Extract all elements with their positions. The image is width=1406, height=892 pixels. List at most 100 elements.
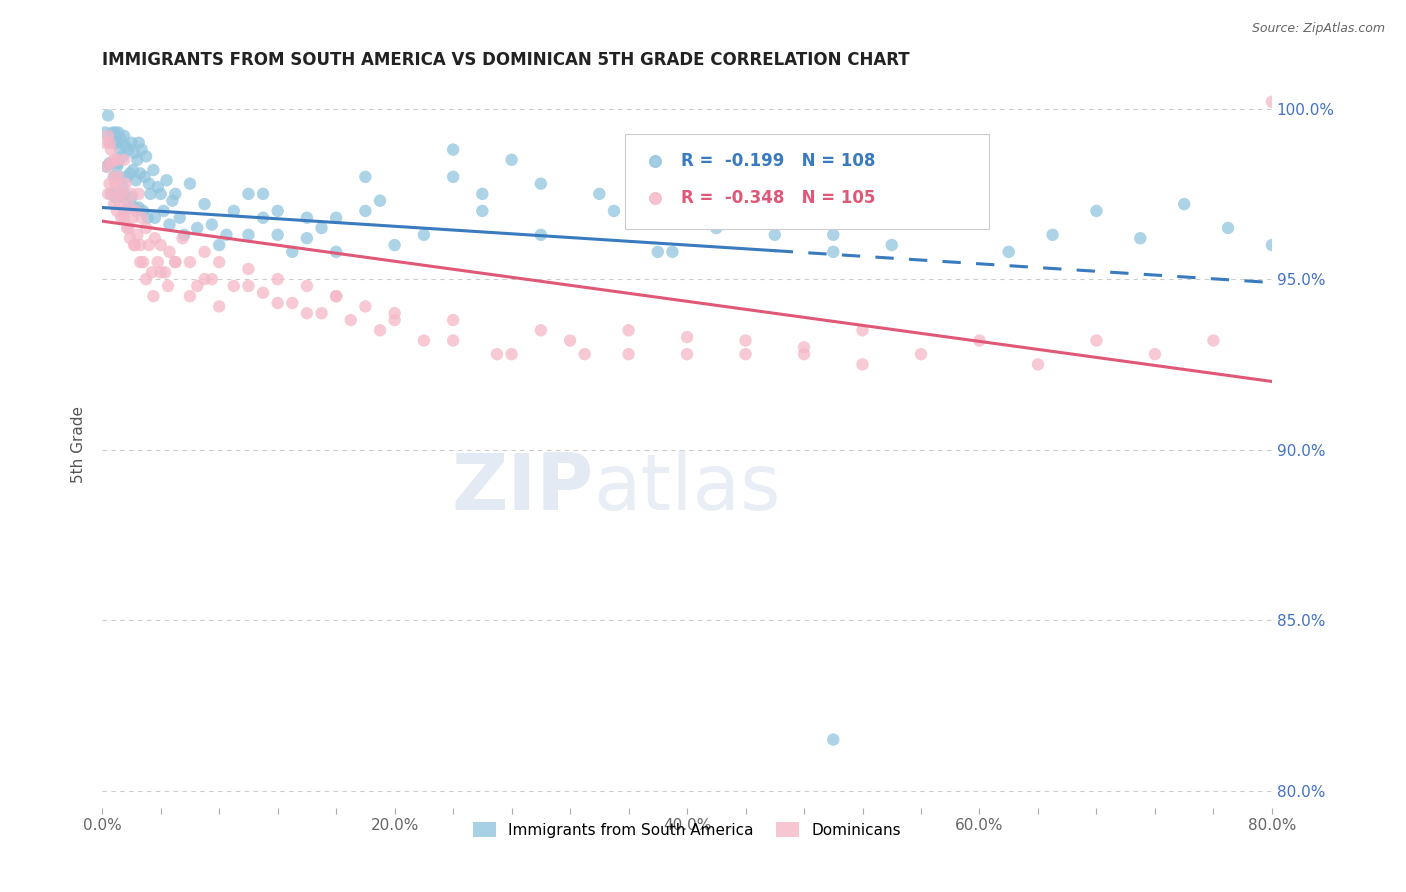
Point <box>139 186 162 201</box>
Point <box>127 153 149 167</box>
Point <box>141 265 163 279</box>
Point <box>763 186 786 201</box>
Point <box>823 244 845 259</box>
Point <box>1085 203 1108 218</box>
Legend: Immigrants from South America, Dominicans: Immigrants from South America, Dominican… <box>467 815 907 844</box>
Point <box>1026 358 1049 372</box>
Point <box>501 347 523 361</box>
Point <box>110 132 132 146</box>
Point <box>252 285 274 300</box>
Point <box>101 156 124 170</box>
Point <box>103 136 125 150</box>
Point <box>112 203 135 218</box>
Point <box>252 211 274 225</box>
Point <box>120 136 142 150</box>
Point <box>969 334 991 348</box>
Point <box>311 306 333 320</box>
Point <box>325 289 347 303</box>
Point <box>98 177 121 191</box>
Point <box>574 347 596 361</box>
Point <box>128 201 150 215</box>
Point <box>129 238 152 252</box>
Point <box>120 190 142 204</box>
Point <box>111 186 134 201</box>
Point <box>149 238 172 252</box>
Point <box>997 244 1019 259</box>
Point <box>97 128 120 143</box>
Point <box>97 108 120 122</box>
Point <box>118 231 141 245</box>
Point <box>143 211 166 225</box>
Point <box>149 186 172 201</box>
Point <box>823 227 845 242</box>
Point <box>132 255 155 269</box>
Point <box>412 227 434 242</box>
Point <box>266 272 288 286</box>
Point <box>384 238 406 252</box>
Point <box>823 732 845 747</box>
Point <box>104 126 127 140</box>
Point <box>131 211 153 225</box>
Point <box>159 218 181 232</box>
Point <box>138 238 160 252</box>
Point <box>193 197 215 211</box>
Point <box>108 186 131 201</box>
Point <box>530 227 553 242</box>
Point <box>134 169 156 184</box>
Point <box>441 334 464 348</box>
Text: R =  -0.199   N = 108: R = -0.199 N = 108 <box>682 153 876 170</box>
Point <box>793 347 815 361</box>
Point <box>162 194 184 208</box>
Point <box>558 334 581 348</box>
Point <box>142 289 165 303</box>
Point <box>193 272 215 286</box>
Point <box>441 143 464 157</box>
Point <box>100 143 122 157</box>
Point <box>1129 231 1152 245</box>
Point <box>94 136 117 150</box>
Point <box>384 306 406 320</box>
Point <box>201 272 224 286</box>
Point <box>156 279 179 293</box>
Point <box>441 169 464 184</box>
Point <box>131 143 153 157</box>
Point <box>159 244 181 259</box>
Point <box>485 347 508 361</box>
Point <box>880 238 903 252</box>
Point <box>112 153 135 167</box>
Point <box>142 163 165 178</box>
Point <box>939 211 962 225</box>
Point <box>238 279 260 293</box>
Point <box>108 169 131 184</box>
Point <box>135 272 157 286</box>
FancyBboxPatch shape <box>626 134 988 229</box>
Point <box>354 203 377 218</box>
Point <box>100 186 122 201</box>
Point <box>222 279 245 293</box>
Point <box>125 173 148 187</box>
Point <box>1143 347 1166 361</box>
Point <box>295 306 318 320</box>
Point <box>193 244 215 259</box>
Point <box>132 203 155 218</box>
Point <box>101 186 124 201</box>
Point <box>215 227 238 242</box>
Point <box>1261 238 1284 252</box>
Point <box>146 180 169 194</box>
Text: ZIP: ZIP <box>451 450 593 526</box>
Point <box>325 289 347 303</box>
Point <box>124 238 146 252</box>
Point <box>647 244 669 259</box>
Point <box>112 186 135 201</box>
Point <box>152 203 174 218</box>
Point <box>124 145 146 160</box>
Point <box>617 347 640 361</box>
Point <box>165 255 187 269</box>
Point <box>120 186 142 201</box>
Point <box>100 156 122 170</box>
Point <box>125 203 148 218</box>
Point <box>111 149 134 163</box>
Point <box>763 227 786 242</box>
Point <box>165 186 187 201</box>
Point <box>266 227 288 242</box>
